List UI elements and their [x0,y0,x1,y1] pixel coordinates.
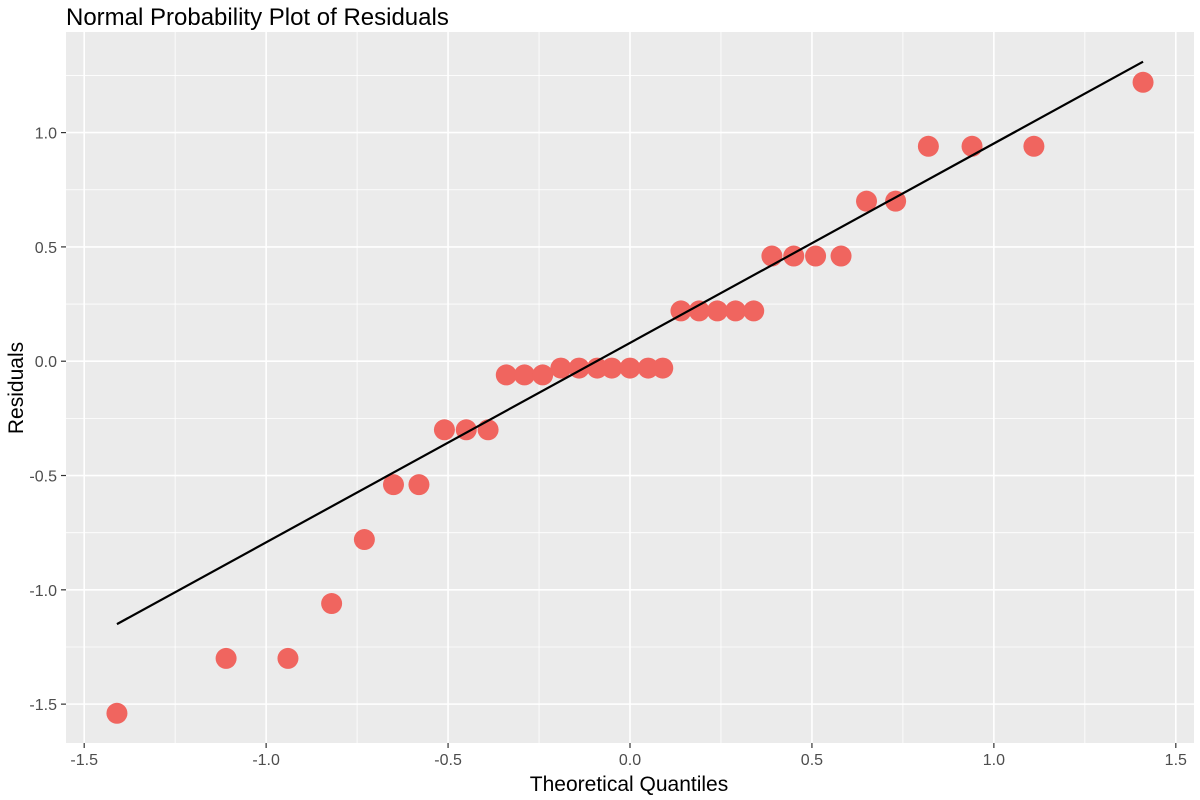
y-axis-title: Residuals [5,342,28,434]
residual-point [637,357,659,379]
residual-point [743,300,765,322]
major-gridlines [66,32,1194,743]
x-tick-label: 0.5 [801,752,823,769]
y-tick-label: 0.0 [35,354,57,371]
residual-point [601,357,623,379]
residual-point [688,300,710,322]
residual-point [652,357,674,379]
y-axis: -1.5 -1.0 -0.5 0.0 0.5 1.0 [29,126,66,714]
residual-points [106,71,1154,724]
y-tick-label: 1.0 [35,126,57,143]
residual-point [670,300,692,322]
residual-point [353,529,375,551]
residual-point [830,245,852,267]
residual-point [725,300,747,322]
reference-line [116,60,1144,626]
x-tick-label: 1.5 [1165,752,1187,769]
residual-point [477,419,499,441]
residual-point [277,647,299,669]
residual-point [532,364,554,386]
residual-point [619,357,641,379]
residual-point [550,357,572,379]
x-tick-label: -1.0 [252,752,280,769]
residual-point [321,593,343,615]
residual-point [382,474,404,496]
x-tick-label: 0.0 [619,752,641,769]
residual-point [513,364,535,386]
residual-point [408,474,430,496]
chart-title: Normal Probability Plot of Residuals [66,4,449,31]
residual-point [495,364,517,386]
y-tick-label: -1.0 [29,583,57,600]
residual-point [856,190,878,212]
residual-point [1023,135,1045,157]
x-tick-label: 1.0 [983,752,1005,769]
x-axis-title: Theoretical Quantiles [530,773,728,796]
x-tick-label: -1.5 [70,752,98,769]
residual-point [885,190,907,212]
residual-point [106,702,128,724]
residual-point [1132,71,1154,93]
residual-point [805,245,827,267]
residual-point [433,419,455,441]
y-tick-label: 0.5 [35,240,57,257]
x-axis: -1.5 -1.0 -0.5 0.0 0.5 1.0 1.5 [70,743,1187,769]
residual-point [761,245,783,267]
y-tick-label: -1.5 [29,697,57,714]
x-tick-label: -0.5 [434,752,462,769]
residual-point [961,135,983,157]
residual-point [215,647,237,669]
y-tick-label: -0.5 [29,469,57,486]
residual-point [917,135,939,157]
residual-point [706,300,728,322]
